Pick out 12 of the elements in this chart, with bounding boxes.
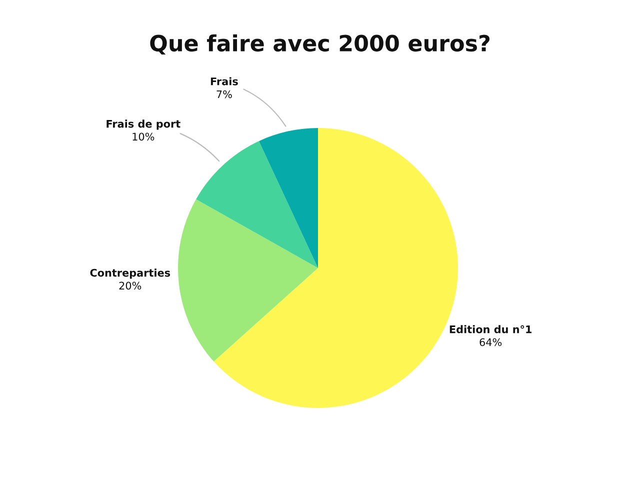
data-label: 10%	[132, 132, 154, 141]
pie-slice	[258, 128, 318, 268]
pie-slice	[196, 141, 318, 268]
chart-title: Que faire avec 2000 euros?	[150, 34, 490, 54]
slice-label: Frais	[210, 77, 238, 86]
data-label: 20%	[119, 282, 142, 290]
data-label: 64%	[480, 338, 502, 346]
pie-slice	[178, 199, 318, 362]
slice-label: Frais de port	[106, 120, 180, 130]
slice-label: Contreparties	[90, 268, 170, 279]
data-label: 7%	[216, 90, 232, 98]
slice-label: Edition du n°1	[450, 325, 532, 334]
